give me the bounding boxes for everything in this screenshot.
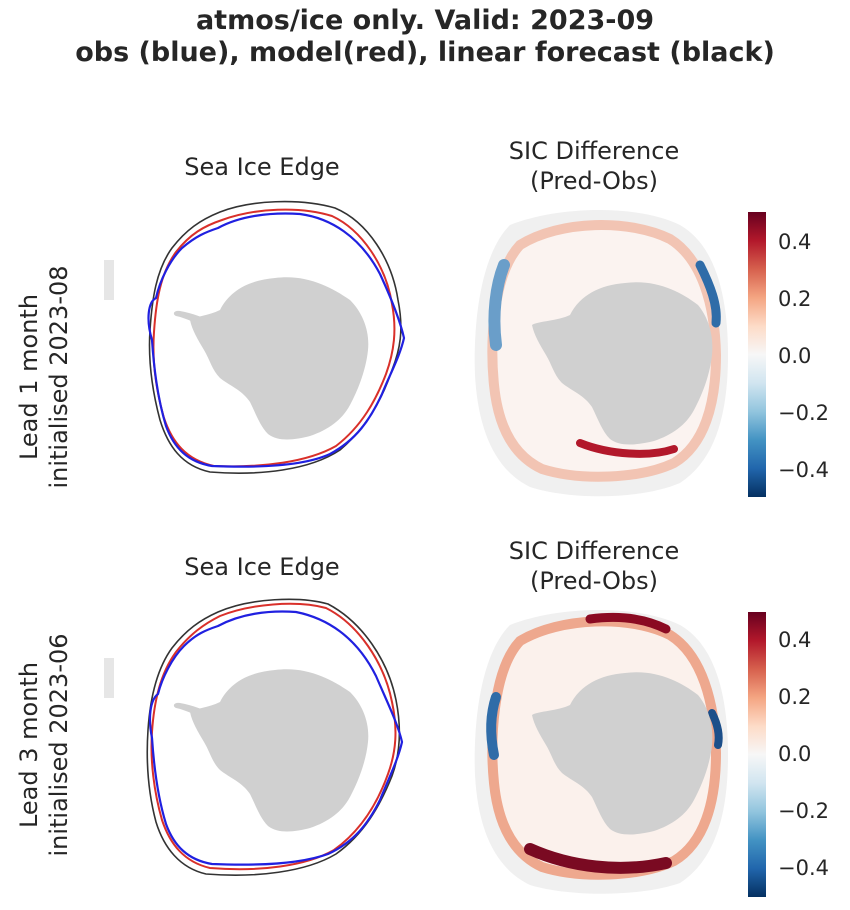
- panel-title-sic-diff-lead3: SIC Difference (Pred-Obs): [444, 536, 744, 596]
- colorbar-lead1-tick-neg0.2: −0.2: [778, 401, 829, 425]
- row-label-lead3-line2: initialised 2023-06: [45, 633, 73, 857]
- panel-title-sic-diff-lead1: SIC Difference (Pred-Obs): [444, 136, 744, 196]
- figure-title-line2: obs (blue), model(red), linear forecast …: [75, 37, 775, 68]
- row-label-lead1: Lead 1 month initialised 2023-08: [14, 212, 74, 542]
- sic-negative-band-west: [486, 692, 501, 760]
- sic-positive-band-north: [585, 612, 671, 634]
- antarctica-land-diff: [532, 282, 713, 445]
- colorbar-lead3-tick-0.2: 0.2: [778, 685, 812, 709]
- antarctic-peninsula: [173, 310, 214, 330]
- sea-ice-edge-map-lead3: [104, 598, 404, 876]
- linear-forecast-edge: [148, 200, 402, 474]
- antarctica-land: [190, 669, 369, 832]
- colorbar-lead3: [748, 612, 766, 897]
- sic-negative-band-east: [695, 260, 721, 328]
- panel-title-sic-diff-lead3-line1: SIC Difference: [508, 537, 680, 565]
- colorbar-lead1-tick-0.2: 0.2: [778, 287, 812, 311]
- map-edge-artifact: [104, 260, 114, 300]
- obs-edge-blue: [148, 610, 404, 866]
- colorbar-lead3-tick-neg0.4: −0.4: [778, 856, 829, 880]
- sic-negative-band-east: [708, 709, 723, 749]
- row-label-lead3: Lead 3 month initialised 2023-06: [14, 580, 74, 910]
- model-edge-red: [150, 602, 397, 871]
- sea-ice-edge-map-lead1: [104, 200, 406, 474]
- antarctic-peninsula: [173, 702, 214, 722]
- colorbar-lead1-tick-neg0.4: −0.4: [778, 458, 829, 482]
- antarctica-land-diff: [532, 672, 713, 835]
- panel-title-ice-edge-lead1: Sea Ice Edge: [184, 153, 340, 181]
- model-edge-red: [152, 208, 396, 468]
- map-edge-artifact: [104, 658, 114, 698]
- sic-positive-band-south: [576, 439, 678, 458]
- row-label-lead3-line1: Lead 3 month: [15, 661, 43, 829]
- colorbar-lead1: [748, 212, 766, 497]
- antarctica-land: [190, 277, 369, 440]
- colorbar-lead1-tick-0.0: 0.0: [778, 344, 812, 368]
- sic-negative-band-west: [488, 259, 510, 351]
- sic-difference-map-lead1: [474, 210, 728, 497]
- colorbar-lead1-tick-0.4: 0.4: [778, 230, 812, 254]
- sic-positive-band-south: [524, 843, 672, 874]
- colorbar-lead3-tick-0.4: 0.4: [778, 628, 812, 652]
- panel-title-sic-diff-lead1-line1: SIC Difference: [508, 137, 680, 165]
- panel-title-sic-diff-lead1-line2: (Pred-Obs): [529, 167, 659, 195]
- row-label-lead1-line2: initialised 2023-08: [45, 265, 73, 489]
- sic-difference-map-lead3: [474, 610, 728, 894]
- panel-title-ice-edge-lead3: Sea Ice Edge: [184, 553, 340, 581]
- figure-title-line1: atmos/ice only. Valid: 2023-09: [195, 5, 655, 36]
- obs-edge-blue: [147, 212, 406, 468]
- panel-title-sic-diff-lead3-line2: (Pred-Obs): [529, 567, 659, 595]
- colorbar-lead3-tick-neg0.2: −0.2: [778, 799, 829, 823]
- row-label-lead1-line1: Lead 1 month: [15, 293, 43, 461]
- colorbar-lead3-tick-0.0: 0.0: [778, 742, 812, 766]
